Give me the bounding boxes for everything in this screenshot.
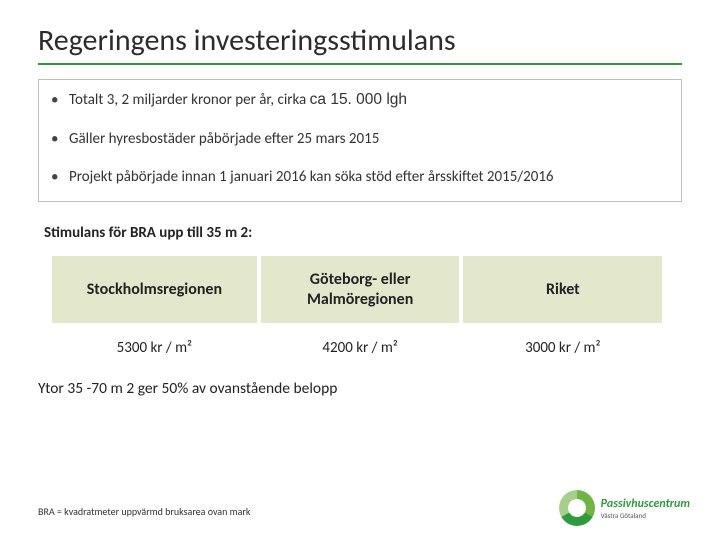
table-header-cell: Göteborg- eller Malmöregionen: [261, 256, 460, 322]
bullet-item: • Projekt påbörjade innan 1 januari 2016…: [51, 167, 669, 187]
logo-main: Passivhuscentrum: [601, 498, 690, 510]
logo-mark-icon: [559, 490, 595, 526]
bullet-item: • Totalt 3, 2 miljarder kronor per år, c…: [51, 90, 669, 111]
bullet-marker: •: [51, 129, 69, 149]
bullet-text-pre: Totalt 3, 2 miljarder kronor per år, cir…: [69, 91, 310, 109]
table-cell: 4200 kr / m²: [261, 323, 460, 373]
logo-text: Passivhuscentrum Västra Götaland: [601, 498, 690, 519]
table-cell: 3000 kr / m²: [463, 323, 662, 373]
logo-sub: Västra Götaland: [601, 512, 690, 519]
table-header-cell: Stockholmsregionen: [52, 256, 257, 322]
bullet-text: Totalt 3, 2 miljarder kronor per år, cir…: [69, 90, 669, 111]
page-title: Regeringens investeringsstimulans: [38, 22, 682, 65]
brand-logo: Passivhuscentrum Västra Götaland: [559, 490, 690, 526]
footnote-bra: BRA = kvadratmeter uppvärmd bruksarea ov…: [38, 505, 250, 518]
bullets-box: • Totalt 3, 2 miljarder kronor per år, c…: [38, 79, 682, 202]
table-cell: 5300 kr / m²: [52, 323, 257, 373]
table-row: 5300 kr / m² 4200 kr / m² 3000 kr / m²: [52, 323, 662, 373]
bullet-marker: •: [51, 90, 69, 111]
rates-table: Stockholmsregionen Göteborg- eller Malmö…: [48, 256, 666, 372]
slide: Regeringens investeringsstimulans • Tota…: [0, 0, 720, 540]
note-area-line: Ytor 35 -70 m 2 ger 50% av ovanstående b…: [38, 379, 682, 398]
table-header-cell: Riket: [463, 256, 662, 322]
bullet-item: • Gäller hyresbostäder påbörjade efter 2…: [51, 129, 669, 149]
bullet-text-emph: ca 15. 000 lgh: [310, 91, 407, 108]
bullet-text: Projekt påbörjade innan 1 januari 2016 k…: [69, 167, 669, 187]
table-header-row: Stockholmsregionen Göteborg- eller Malmö…: [52, 256, 662, 322]
bullet-text: Gäller hyresbostäder påbörjade efter 25 …: [69, 129, 669, 149]
sub-heading: Stimulans för BRA upp till 35 m 2:: [44, 224, 682, 242]
bullet-marker: •: [51, 167, 69, 187]
